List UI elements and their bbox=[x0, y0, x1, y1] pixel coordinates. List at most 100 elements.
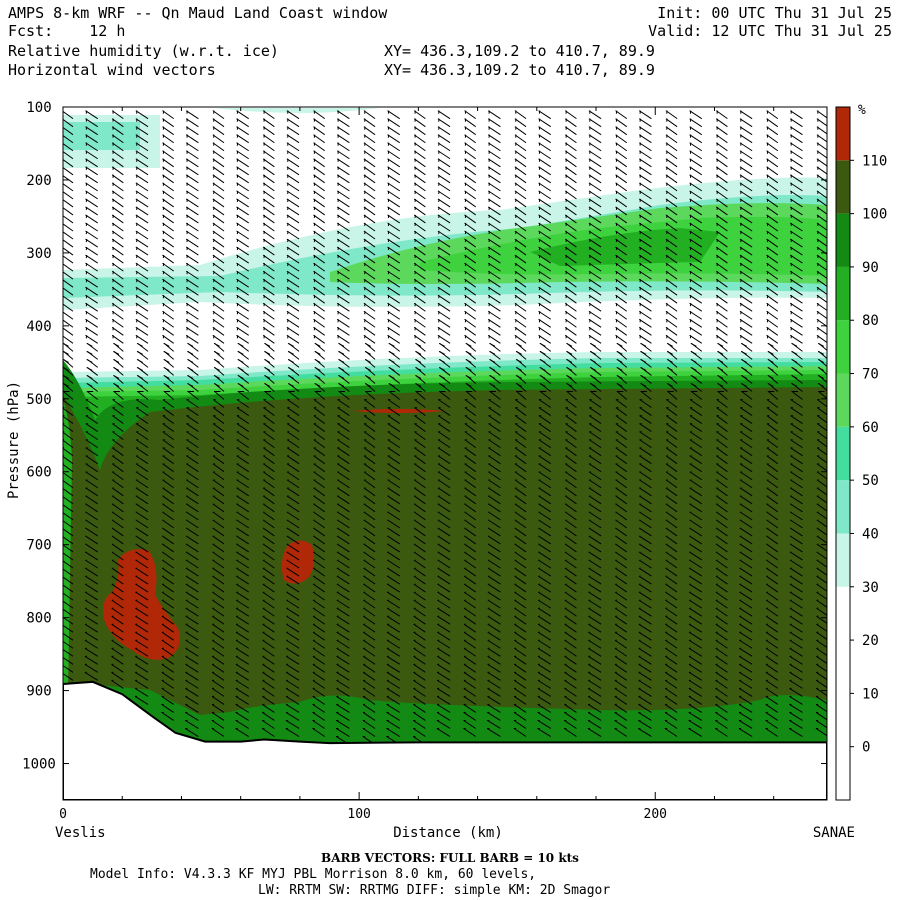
wind-barb-feather bbox=[387, 447, 401, 457]
wind-barb-feather bbox=[638, 334, 652, 344]
wind-barb-feather bbox=[413, 326, 426, 336]
wind-barb-feather bbox=[638, 214, 652, 224]
wind-barb-feather bbox=[816, 118, 827, 127]
wind-barb-feather bbox=[739, 519, 753, 529]
wind-barb-feather bbox=[588, 583, 602, 593]
wind-barb-feather bbox=[614, 687, 628, 697]
wind-barb-feather bbox=[538, 134, 552, 144]
wind-barb-feather bbox=[85, 166, 98, 176]
wind-barb-feather bbox=[413, 174, 426, 184]
wind-barb-feather bbox=[487, 190, 501, 200]
wind-barb-feather bbox=[564, 679, 577, 689]
wind-barb-feather bbox=[688, 679, 703, 689]
colorbar-unit: % bbox=[858, 103, 866, 118]
wind-barb-feather bbox=[135, 278, 149, 288]
wind-barb-feather bbox=[715, 679, 728, 689]
wind-barb-feather bbox=[587, 704, 602, 713]
wind-barb-feather bbox=[236, 238, 249, 248]
wind-barb-feather bbox=[487, 294, 501, 304]
wind-barb-feather bbox=[816, 647, 827, 657]
wind-barb-feather bbox=[487, 110, 501, 120]
wind-barb-feather bbox=[363, 246, 376, 256]
wind-barb-feather bbox=[185, 471, 199, 481]
wind-barb-feather bbox=[588, 455, 602, 465]
wind-barb-feather bbox=[487, 479, 501, 489]
wind-barb-feather bbox=[689, 302, 703, 312]
wind-barb-feather bbox=[614, 728, 628, 737]
wind-barb-feather bbox=[565, 407, 577, 416]
wind-barb-feather bbox=[588, 334, 602, 344]
wind-barb-feather bbox=[665, 198, 678, 208]
wind-barb-feather bbox=[162, 511, 174, 521]
wind-barb-feather bbox=[665, 591, 678, 601]
wind-barb-feather bbox=[588, 318, 602, 328]
wind-barb-feather bbox=[715, 302, 728, 312]
wind-barb-feather bbox=[638, 559, 652, 569]
wind-barb-feather bbox=[235, 720, 249, 729]
wind-barb-feather bbox=[236, 479, 249, 489]
wind-barb-feather bbox=[816, 503, 827, 512]
wind-barb-feather bbox=[262, 471, 275, 481]
wind-barb-feather bbox=[262, 639, 275, 649]
wind-barb-feather bbox=[816, 399, 827, 408]
wind-barb-feather bbox=[437, 575, 451, 585]
wind-barb-feather bbox=[588, 254, 602, 264]
wind-barb-feather bbox=[638, 118, 652, 128]
wind-barb-feather bbox=[588, 326, 602, 336]
wind-barb-feather bbox=[815, 704, 827, 713]
wind-barb-feather bbox=[739, 310, 753, 320]
wind-barb-feather bbox=[212, 511, 225, 521]
wind-barb-feather bbox=[336, 118, 350, 128]
wind-barb-feather bbox=[162, 326, 174, 336]
wind-barb-feather bbox=[766, 158, 779, 168]
wind-barb-feather bbox=[85, 126, 98, 136]
wind-barb-feather bbox=[615, 559, 628, 569]
wind-barb-feather bbox=[739, 503, 753, 513]
wind-barb-feather bbox=[238, 342, 250, 352]
wind-barb-feather bbox=[691, 359, 703, 368]
wind-barb-feather bbox=[766, 511, 779, 521]
wind-barb-feather bbox=[439, 350, 451, 360]
wind-barb-feather bbox=[162, 503, 174, 513]
wind-barb-feather bbox=[262, 704, 275, 713]
wind-barb-feather bbox=[464, 310, 477, 320]
wind-barb-feather bbox=[111, 278, 124, 288]
wind-barb-feather bbox=[538, 447, 552, 457]
wind-barb-feather bbox=[715, 222, 728, 232]
wind-barb-feather bbox=[413, 519, 426, 529]
wind-barb-feather bbox=[564, 551, 577, 561]
wind-barb-feather bbox=[464, 334, 477, 344]
wind-barb-feather bbox=[413, 728, 426, 737]
wind-barb-feather bbox=[667, 359, 678, 368]
wind-barb-feather bbox=[413, 479, 426, 489]
wind-barb-feather bbox=[588, 575, 602, 585]
wind-barb-feather bbox=[638, 150, 652, 160]
wind-barb-feather bbox=[387, 455, 401, 465]
wind-barb-feather bbox=[387, 326, 401, 336]
wind-barb-feather bbox=[312, 728, 325, 737]
wind-barb-feather bbox=[789, 118, 803, 128]
wind-barb-feather bbox=[312, 623, 325, 633]
wind-barb-feather bbox=[313, 535, 325, 545]
wind-barb-feather bbox=[185, 134, 199, 144]
wind-barb-feather bbox=[564, 728, 577, 737]
wind-barb-feather bbox=[790, 423, 803, 433]
wind-barb-feather bbox=[716, 455, 728, 465]
wind-barb-feather bbox=[285, 671, 300, 681]
wind-barb-feather bbox=[464, 238, 477, 248]
wind-barb-feather bbox=[313, 318, 325, 328]
wind-barb-feather bbox=[436, 695, 451, 705]
wind-barb-feather bbox=[162, 174, 174, 184]
wind-barb-feather bbox=[389, 342, 401, 352]
wind-barb-feather bbox=[638, 126, 652, 136]
wind-barb-feather bbox=[638, 254, 652, 264]
wind-barb-feather bbox=[639, 471, 652, 481]
wind-barb-feather bbox=[185, 318, 199, 328]
wind-barb-feather bbox=[739, 479, 753, 489]
wind-barb-feather bbox=[513, 720, 527, 729]
wind-barb-feather bbox=[615, 318, 628, 328]
wind-barb-feather bbox=[514, 423, 527, 432]
wind-barb-feather bbox=[185, 559, 199, 569]
wind-barb-feather bbox=[313, 254, 325, 264]
wind-barb-feather bbox=[414, 431, 426, 441]
